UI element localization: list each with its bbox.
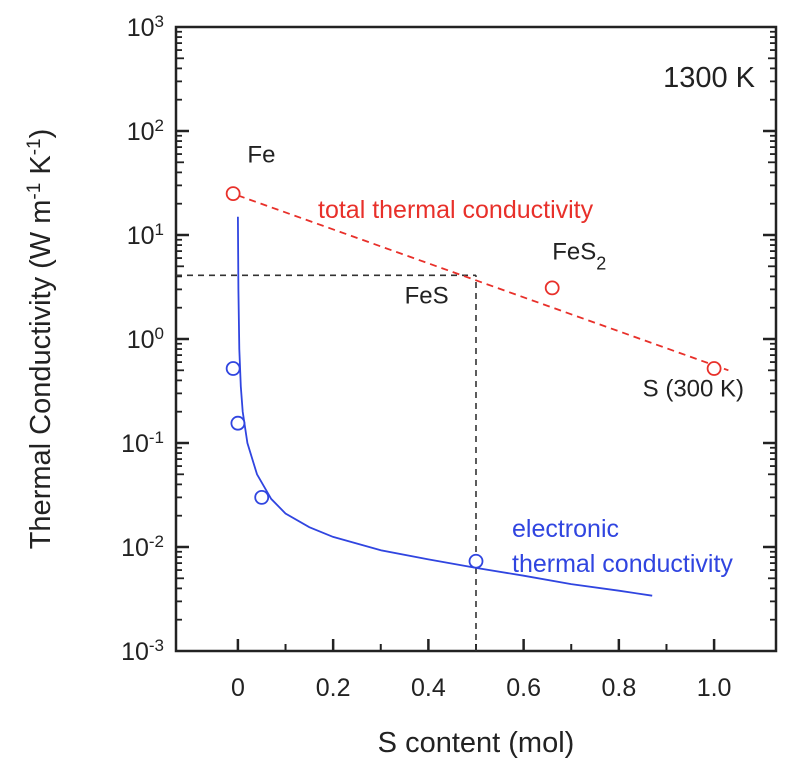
annotation-s300: S (300 K) (643, 375, 744, 402)
x-axis-tick-labels: 0 0.2 0.4 0.6 0.8 1.0 (231, 674, 732, 702)
axis-ticks (176, 30, 776, 651)
y-tick-base: 10 (127, 326, 155, 354)
y-tick-exponent: 3 (155, 12, 164, 31)
annotation-text: FeS (552, 239, 596, 266)
annotation-text: Fe (247, 141, 275, 168)
total-conductivity-point (706, 361, 722, 376)
series-label-electronic-thermal-conductivity: electronic thermal conductivity (512, 515, 733, 578)
x-tick-label: 1.0 (697, 674, 732, 702)
y-axis-title-prefix: Thermal Conductivity (W m (25, 200, 57, 550)
x-tick-label: 0 (231, 674, 245, 702)
series-label-total-thermal-conductivity: total thermal conductivity (318, 196, 594, 224)
condition-label: 1300 K (663, 62, 756, 94)
y-tick-exponent: 1 (155, 220, 164, 239)
series-label-electronic-line-2: thermal conductivity (512, 550, 733, 578)
y-axis-title-suffix: ) (25, 129, 57, 139)
y-tick-base: 10 (127, 14, 155, 42)
y-tick-label: 10-2 (121, 532, 164, 563)
x-tick-label: 0.4 (411, 674, 446, 702)
y-axis-title-exponent-1: -1 (24, 183, 45, 200)
y-tick-base: 10 (127, 222, 155, 250)
annotation-subscript: 2 (596, 254, 606, 274)
y-tick-base: 10 (121, 430, 149, 458)
y-tick-exponent: 2 (155, 116, 164, 135)
y-tick-label: 100 (127, 324, 164, 355)
x-axis-title: S content (mol) (378, 727, 575, 759)
y-axis-title: Thermal Conductivity (W m-1 K-1) (24, 129, 58, 550)
y-tick-base: 10 (121, 534, 149, 562)
annotation-fe: Fe (247, 141, 275, 168)
x-tick-label: 0.8 (601, 674, 636, 702)
annotation-text: S (300 K) (643, 375, 744, 402)
y-tick-exponent: -3 (149, 636, 164, 655)
y-tick-base: 10 (127, 118, 155, 146)
y-tick-base: 10 (121, 638, 149, 666)
electronic-conductivity-point (254, 489, 270, 505)
y-tick-label: 10-3 (121, 636, 164, 667)
y-axis-title-middle: K (25, 155, 57, 183)
y-axis-title-exponent-2: -1 (24, 138, 45, 155)
y-tick-exponent: -2 (149, 532, 164, 551)
reference-lines (176, 274, 477, 651)
x-tick-label: 0.6 (506, 674, 541, 702)
y-tick-exponent: -1 (149, 428, 164, 447)
electronic-conductivity-point (230, 415, 246, 431)
electronic-conductivity-fit-curve (237, 216, 653, 597)
series-layer (225, 186, 729, 597)
y-tick-label: 10-1 (121, 428, 164, 459)
total-conductivity-point (225, 186, 241, 202)
x-tick-label: 0.2 (316, 674, 351, 702)
annotation-fes: FeS (405, 282, 449, 309)
y-tick-label: 103 (127, 12, 164, 43)
total-conductivity-point (544, 280, 560, 296)
electronic-conductivity-point (225, 361, 241, 376)
y-tick-exponent: 0 (155, 324, 164, 343)
y-tick-label: 101 (127, 220, 164, 251)
annotation-text: FeS (405, 282, 449, 309)
series-label-electronic-line-1: electronic (512, 515, 619, 543)
annotation-fes2: FeS2 (552, 239, 606, 274)
total-conductivity-trend-line (237, 194, 729, 372)
y-tick-label: 102 (127, 116, 164, 147)
electronic-conductivity-point (468, 553, 484, 569)
